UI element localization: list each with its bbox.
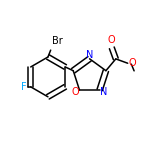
Text: N: N [86,50,93,60]
Text: O: O [129,58,136,68]
Text: O: O [72,87,79,97]
Text: O: O [107,35,115,45]
Text: N: N [100,87,107,97]
Text: Br: Br [52,36,63,46]
Text: F: F [21,82,26,92]
